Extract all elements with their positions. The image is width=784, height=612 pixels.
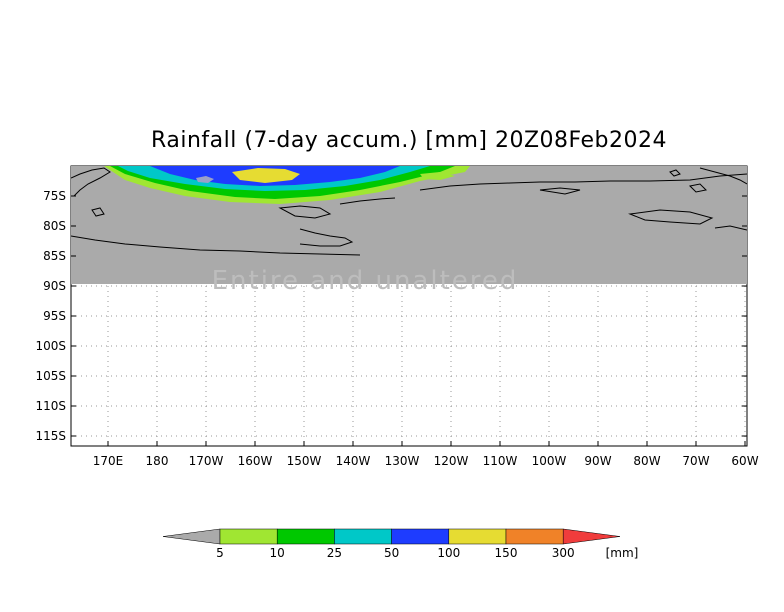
y-tick-label: 85S xyxy=(43,249,66,263)
legend-threshold-label: 100 xyxy=(437,546,460,560)
rainfall-field xyxy=(104,166,470,204)
legend-swatch xyxy=(505,528,564,545)
x-tick-label: 170W xyxy=(189,454,224,468)
y-tick-label: 105S xyxy=(35,369,66,383)
legend-threshold-label: 25 xyxy=(327,546,342,560)
x-tick-label: 160W xyxy=(238,454,273,468)
legend-threshold-label: 300 xyxy=(552,546,575,560)
x-tick-label: 170E xyxy=(93,454,124,468)
legend-swatch-below-min xyxy=(162,528,221,545)
coastlines xyxy=(71,167,747,256)
y-tick-label: 110S xyxy=(35,399,66,413)
y-tick-label: 90S xyxy=(43,279,66,293)
legend-swatch xyxy=(334,528,392,545)
x-tick-label: 70W xyxy=(682,454,709,468)
x-tick-label: 110W xyxy=(483,454,518,468)
legend-swatch xyxy=(276,528,335,545)
y-tick-label: 80S xyxy=(43,219,66,233)
y-tick-label: 75S xyxy=(43,189,66,203)
legend-threshold-label: 50 xyxy=(384,546,399,560)
plot-area: Entire and unaltered xyxy=(70,165,748,447)
legend-swatch xyxy=(391,528,450,545)
x-tick-label: 60W xyxy=(731,454,758,468)
x-tick-label: 150W xyxy=(287,454,322,468)
y-tick-label: 115S xyxy=(35,429,66,443)
legend-swatch xyxy=(219,528,278,545)
watermark: Entire and unaltered xyxy=(212,266,519,296)
legend-swatch-above-max xyxy=(562,528,621,545)
x-tick-label: 120W xyxy=(434,454,469,468)
legend-unit-label: [mm] xyxy=(606,546,639,560)
rainfall-band-150-300 xyxy=(196,176,214,183)
x-tick-label: 80W xyxy=(633,454,660,468)
x-tick-label: 90W xyxy=(584,454,611,468)
rainfall-band-100-150 xyxy=(232,168,300,183)
legend-threshold-label: 10 xyxy=(270,546,285,560)
y-tick-label: 95S xyxy=(43,309,66,323)
x-tick-label: 180 xyxy=(146,454,169,468)
x-tick-label: 140W xyxy=(336,454,371,468)
legend-threshold-label: 5 xyxy=(216,546,224,560)
y-axis: 75S 80S 85S 90S 95S 100S 105S 110S 115S xyxy=(35,189,747,443)
x-tick-label: 100W xyxy=(532,454,567,468)
page-title: Rainfall (7-day accum.) [mm] 20Z08Feb202… xyxy=(151,128,667,153)
y-tick-label: 100S xyxy=(35,339,66,353)
grid-lines xyxy=(71,166,747,446)
legend-swatch xyxy=(448,528,507,545)
x-tick-label: 130W xyxy=(385,454,420,468)
x-axis: 170E 180 170W 160W 150W 140W 130W 120W 110W 100W 9… xyxy=(93,441,759,468)
legend-colorbar: 5 10 25 50 100 150 300 [mm] xyxy=(162,528,639,560)
legend-threshold-label: 150 xyxy=(495,546,518,560)
